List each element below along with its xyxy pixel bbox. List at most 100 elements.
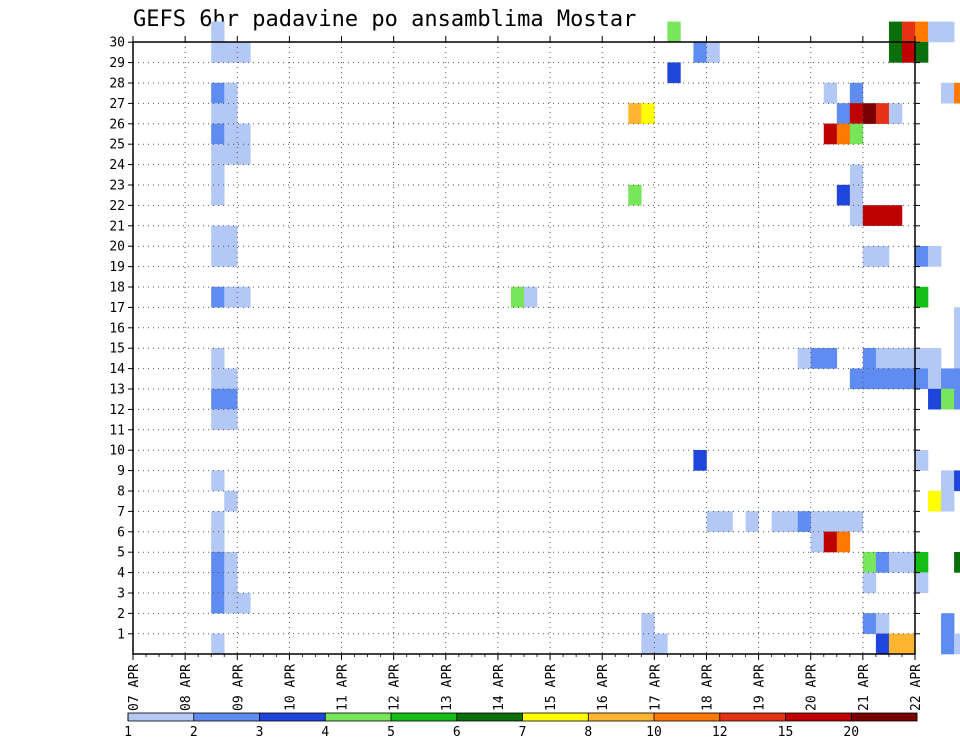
heatmap-cell <box>628 103 642 124</box>
heatmap-cell <box>224 552 238 573</box>
y-tick-label: 12 <box>109 403 125 418</box>
heatmap-cell <box>224 82 238 104</box>
heatmap-cell <box>849 368 864 390</box>
heatmap-cell <box>862 103 877 124</box>
heatmap-cell <box>641 613 655 634</box>
heatmap-cell <box>954 633 960 655</box>
y-tick-label: 6 <box>117 525 125 540</box>
heatmap-cell <box>823 82 838 104</box>
x-tick-label: 18 APR <box>700 664 715 711</box>
x-tick-label: 12 APR <box>388 664 403 711</box>
y-tick-label: 7 <box>117 505 125 520</box>
heatmap-cell <box>915 552 929 573</box>
heatmap-cell <box>915 246 929 267</box>
heatmap-cell <box>849 123 864 145</box>
colorbar-label: 10 <box>646 725 662 740</box>
heatmap-cell <box>211 592 225 614</box>
heatmap-cell <box>211 123 225 145</box>
x-tick-label: 13 APR <box>440 664 455 711</box>
heatmap-cell <box>862 368 877 390</box>
y-tick-label: 11 <box>109 423 125 438</box>
heatmap-cell <box>836 531 851 553</box>
heatmap-cell <box>524 286 538 308</box>
heatmap-cell <box>862 348 877 369</box>
heatmap-cell <box>915 348 929 369</box>
colorbar-swatch <box>193 713 260 721</box>
heatmap-cell <box>941 388 955 410</box>
y-tick-label: 20 <box>109 240 125 255</box>
x-tick-label: 19 APR <box>753 664 768 711</box>
colorbar-label: 20 <box>843 725 859 740</box>
heatmap-cell <box>915 368 929 390</box>
colorbar-swatch <box>325 713 392 721</box>
colorbar-swatch <box>654 713 721 721</box>
heatmap-cell <box>211 348 225 369</box>
x-tick-label: 22 APR <box>909 664 924 711</box>
heatmap-cell <box>823 123 838 145</box>
heatmap-cell <box>784 511 798 532</box>
heatmap-cell <box>901 552 916 573</box>
heatmap-cell <box>836 184 851 206</box>
y-tick-label: 17 <box>109 301 125 316</box>
heatmap-cell <box>211 225 225 247</box>
heatmap-cell <box>693 450 707 471</box>
colorbar-label: 5 <box>387 725 395 740</box>
heatmap-cell <box>745 511 759 532</box>
heatmap-cell <box>901 348 916 369</box>
heatmap-cell <box>928 21 942 43</box>
heatmap-cell <box>849 205 864 226</box>
heatmap-cell <box>941 613 955 634</box>
heatmap-cell <box>941 368 955 390</box>
heatmap-cell <box>849 103 864 124</box>
y-tick-label: 1 <box>117 627 125 642</box>
heatmap-cell <box>224 286 238 308</box>
heatmap-cell <box>941 21 955 43</box>
colorbar-label: 3 <box>256 725 264 740</box>
y-tick-label: 19 <box>109 260 125 275</box>
y-tick-label: 30 <box>109 36 125 51</box>
heatmap-cell <box>901 42 916 63</box>
heatmap-cell <box>224 42 238 63</box>
heatmap-cell <box>810 348 825 369</box>
x-tick-label: 20 APR <box>805 664 820 711</box>
heatmap-cell <box>928 348 942 369</box>
heatmap-cell <box>888 103 903 124</box>
x-tick-label: 11 APR <box>336 664 351 711</box>
heatmap-cell <box>875 552 890 573</box>
heatmap-cell <box>888 552 903 573</box>
heatmap-cell <box>719 511 733 532</box>
colorbar-swatch <box>785 713 852 721</box>
x-axis: 07 APR 08 APR 09 APR 10 APR 11 APR 12 APR 13 A… <box>127 36 924 711</box>
heatmap-cell <box>224 592 238 614</box>
colorbar-label: 6 <box>453 725 461 740</box>
colorbar: 1 2 3 4 5 6 7 8 10 12 15 20 <box>124 712 918 740</box>
heatmap-cell <box>211 164 225 186</box>
heatmap-cell <box>875 246 890 267</box>
colorbar-label: 8 <box>584 725 592 740</box>
heatmap-cells <box>211 21 960 655</box>
y-tick-label: 3 <box>117 587 125 602</box>
y-tick-label: 13 <box>109 383 125 398</box>
heatmap-cell <box>849 164 864 186</box>
heatmap-cell <box>954 307 960 328</box>
chart-title: GEFS 6hr padavine po ansamblima Mostar <box>133 7 636 32</box>
colorbar-swatch <box>851 713 918 721</box>
colorbar-swatch <box>128 713 195 721</box>
heatmap-cell <box>667 21 681 43</box>
heatmap-cell <box>901 368 916 390</box>
heatmap-cell <box>693 42 707 63</box>
heatmap-cell <box>224 490 238 512</box>
heatmap-cell <box>211 246 225 267</box>
heatmap-cell <box>875 633 890 655</box>
heatmap-cell <box>211 103 225 124</box>
heatmap-cell <box>954 348 960 369</box>
heatmap-cell <box>862 613 877 634</box>
heatmap-cell <box>211 552 225 573</box>
y-tick-label: 15 <box>109 342 125 357</box>
heatmap-cell <box>901 21 916 43</box>
y-tick-label: 18 <box>109 281 125 296</box>
y-tick-label: 4 <box>117 566 125 581</box>
heatmap-cell <box>211 368 225 390</box>
heatmap-cell <box>224 103 238 124</box>
